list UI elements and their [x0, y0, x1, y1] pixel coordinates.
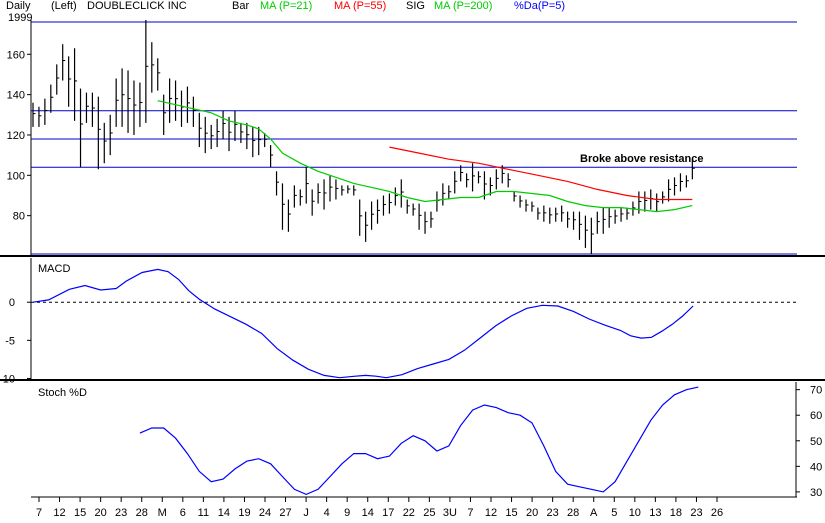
- x-axis-label: 13: [649, 507, 661, 519]
- x-axis-label: 18: [670, 507, 682, 519]
- x-axis-label: 15: [505, 507, 517, 519]
- legend-stoch: %Da(P=5): [514, 0, 566, 12]
- stoch-y-tick-label: 30: [810, 487, 822, 499]
- macd-line: [32, 268, 694, 379]
- ma55-line: [389, 146, 693, 201]
- ticker-name: DOUBLECLICK INC: [87, 0, 187, 12]
- x-axis-label: 26: [711, 507, 723, 519]
- x-axis-label: 14: [218, 507, 230, 519]
- x-axis-label: 19: [238, 507, 250, 519]
- price-y-tick-label: 160: [7, 49, 25, 61]
- x-axis-label: J: [303, 507, 309, 519]
- year-label: 1999: [8, 12, 33, 24]
- x-axis-label: 20: [95, 507, 107, 519]
- x-axis-label: 23: [547, 507, 559, 519]
- legend-sig: SIG: [406, 0, 425, 12]
- x-axis-label: 28: [567, 507, 579, 519]
- macd-title: MACD: [38, 263, 70, 275]
- x-axis-label: 7: [36, 507, 42, 519]
- stoch-y-tick-label: 70: [810, 385, 822, 397]
- annotation-text: Broke above resistance: [580, 153, 704, 165]
- x-axis-label: 6: [180, 507, 186, 519]
- x-axis-label: 20: [526, 507, 538, 519]
- stoch-y-tick-label: 50: [810, 436, 822, 448]
- macd-y-tick-label: 0: [9, 297, 15, 309]
- price-y-tick-label: 100: [7, 170, 25, 182]
- price-y-tick-label: 120: [7, 130, 25, 142]
- x-axis-label: 9: [344, 507, 350, 519]
- stoch-line: [139, 386, 699, 496]
- x-axis-label: 25: [423, 507, 435, 519]
- price-y-tick-label: 140: [7, 90, 25, 102]
- x-axis-label: 10: [629, 507, 641, 519]
- stoch-y-tick-label: 60: [810, 410, 822, 422]
- macd-y-tick-label: -10: [0, 373, 15, 385]
- x-axis-label: 12: [485, 507, 497, 519]
- x-axis-label: A: [590, 507, 598, 519]
- stoch-title: Stoch %D: [38, 387, 87, 399]
- x-axis-label: 14: [362, 507, 374, 519]
- x-axis-label: 22: [403, 507, 415, 519]
- x-axis-label: 7: [467, 507, 473, 519]
- price-y-tick-label: 80: [13, 211, 25, 223]
- x-axis-label: 4: [324, 507, 330, 519]
- legend-ma200: MA (P=200): [434, 0, 493, 12]
- x-axis-label: 12: [53, 507, 65, 519]
- x-axis-label: 28: [136, 507, 148, 519]
- x-axis-label: 15: [74, 507, 86, 519]
- ma21-line: [157, 100, 693, 213]
- x-axis-label: 23: [690, 507, 702, 519]
- legend-ma21: MA (P=21): [260, 0, 313, 12]
- x-axis-label: M: [158, 507, 167, 519]
- legend-bar: Bar: [232, 0, 250, 12]
- x-axis-label: 23: [115, 507, 127, 519]
- period-label: Daily: [6, 0, 31, 12]
- macd-y-tick-label: -5: [5, 335, 15, 347]
- stoch-y-tick-label: 40: [810, 461, 822, 473]
- x-axis-label: 3U: [443, 507, 457, 519]
- x-axis-label: 27: [279, 507, 291, 519]
- x-axis-label: 17: [382, 507, 394, 519]
- legend-ma55: MA (P=55): [334, 0, 387, 12]
- x-axis-label: 24: [259, 507, 271, 519]
- scale-side-label: (Left): [51, 0, 77, 12]
- x-axis-label: 11: [198, 507, 209, 519]
- x-axis-label: 5: [611, 507, 617, 519]
